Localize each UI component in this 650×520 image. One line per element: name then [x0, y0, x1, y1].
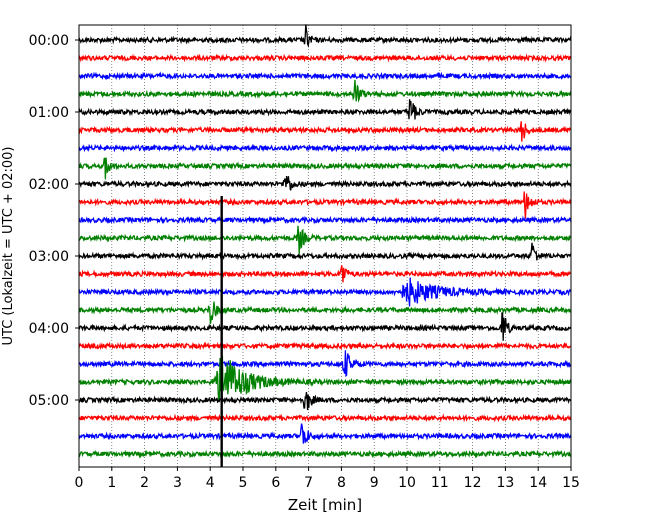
trace-20: [78, 392, 572, 411]
x-tick-label: 13: [496, 475, 514, 491]
trace-21: [78, 413, 572, 423]
trace-18: [78, 350, 572, 378]
y-tick-label: 03:00: [29, 249, 69, 265]
trace-17: [78, 341, 572, 351]
trace-14: [78, 277, 572, 307]
trace-7: [78, 157, 572, 180]
x-tick-label: 12: [464, 475, 482, 491]
x-tick-label: 7: [304, 475, 313, 491]
trace-1: [78, 53, 572, 63]
x-tick-label: 0: [75, 475, 84, 491]
trace-16: [78, 312, 572, 341]
trace-3: [78, 79, 572, 103]
y-tick-label: 05:00: [29, 393, 69, 409]
trace-12: [78, 242, 572, 261]
axis-ticks: 0 1 2 3 4 5 6 7 8 9 10 11 12 13 14 1500:0001:0002:0003:…: [29, 33, 580, 491]
y-tick-label: 01:00: [29, 105, 69, 121]
y-axis-label: UTC (Lokalzeit = UTC + 02:00): [1, 147, 16, 346]
x-tick-label: 9: [370, 475, 379, 491]
trace-19: [78, 356, 572, 402]
x-tick-label: 10: [398, 475, 416, 491]
x-tick-label: 11: [431, 475, 449, 491]
x-tick-label: 6: [271, 475, 280, 491]
trace-8: [78, 175, 572, 191]
x-tick-label: 4: [206, 475, 215, 491]
x-tick-label: 1: [107, 475, 116, 491]
trace-6: [78, 143, 572, 153]
trace-2: [78, 71, 572, 81]
trace-10: [78, 215, 572, 225]
x-tick-label: 5: [239, 475, 248, 491]
trace-23: [78, 449, 572, 459]
trace-4: [78, 99, 572, 120]
x-tick-label: 2: [140, 475, 149, 491]
y-tick-label: 00:00: [29, 33, 69, 49]
x-tick-label: 8: [337, 475, 346, 491]
x-axis-label: Zeit [min]: [288, 496, 362, 514]
trace-9: [78, 191, 572, 219]
plot-frame: [78, 24, 572, 468]
trace-5: [78, 121, 572, 142]
x-tick-label: 15: [562, 475, 580, 491]
y-tick-label: 02:00: [29, 177, 69, 193]
trace-13: [78, 265, 572, 283]
trace-15: [78, 301, 572, 324]
x-tick-label: 3: [173, 475, 182, 491]
trace-11: [78, 225, 572, 255]
trace-series: [78, 24, 572, 467]
x-tick-label: 14: [529, 475, 547, 491]
trace-0: [78, 24, 572, 48]
y-tick-label: 04:00: [29, 321, 69, 337]
trace-22: [78, 423, 572, 444]
